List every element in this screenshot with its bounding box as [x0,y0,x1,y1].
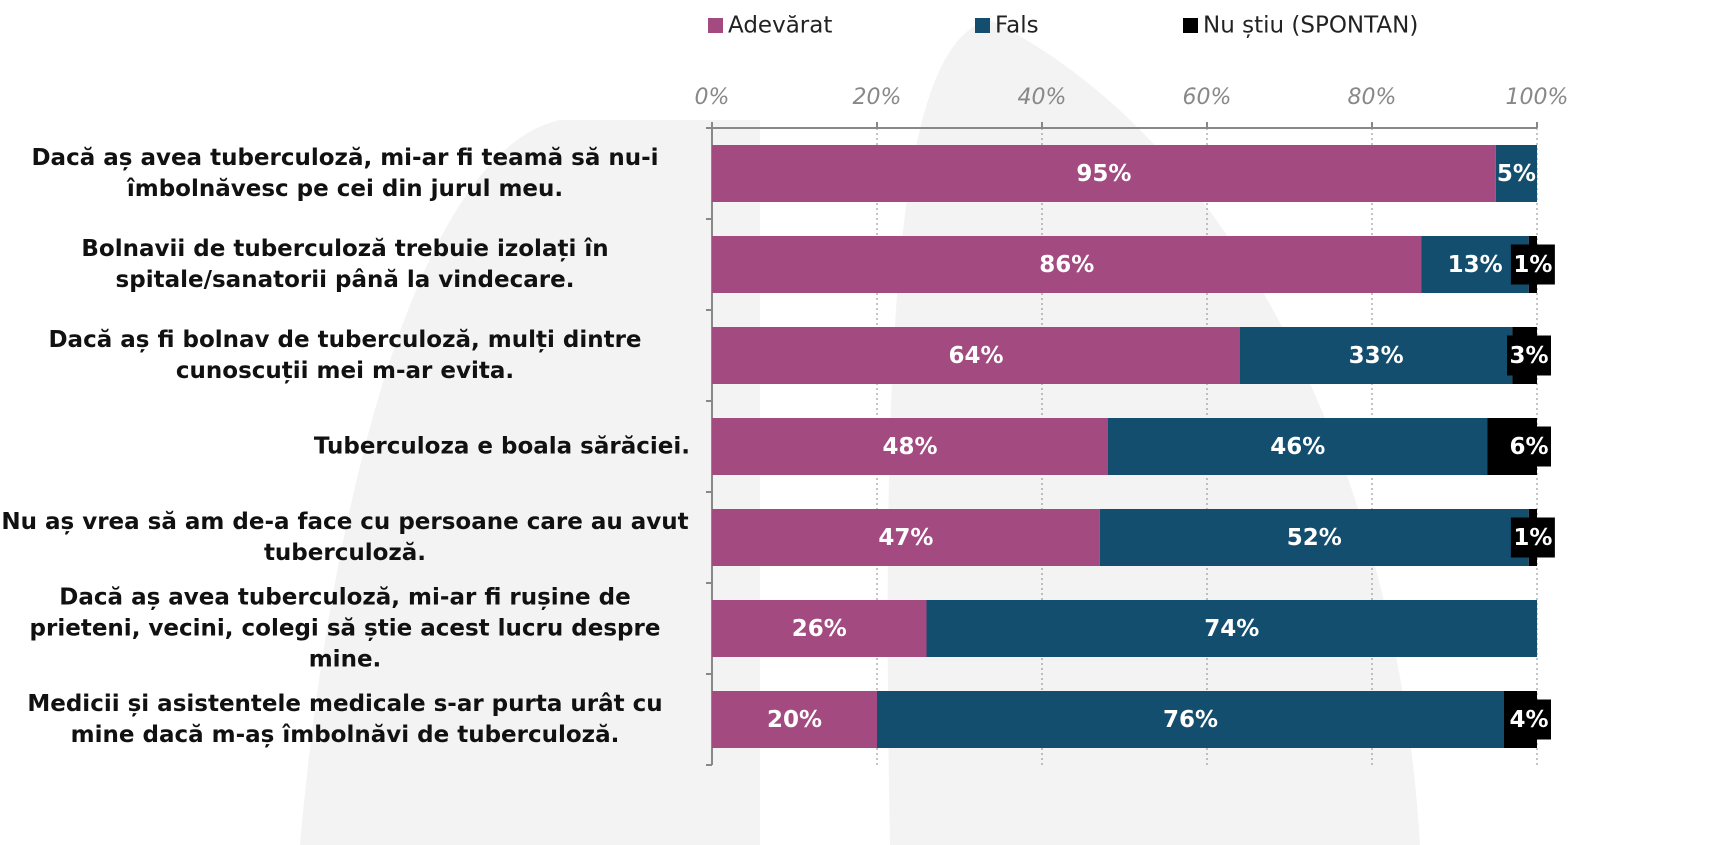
category-label: Nu aș vrea să am de-a face cu persoane c… [0,507,690,569]
value-label: 52% [1287,525,1342,551]
x-tick-label: 80% [1348,85,1397,110]
value-label: 26% [792,616,847,642]
value-label: 13% [1448,252,1503,278]
x-tick-label: 0% [695,85,730,110]
value-label: 1% [1513,252,1552,278]
value-label: 46% [1270,434,1325,460]
category-label: Dacă aș avea tuberculoză, mi-ar fi rușin… [0,582,690,675]
legend-label: Nu știu (SPONTAN) [1203,13,1418,39]
category-label: Bolnavii de tuberculoză trebuie izolați … [0,234,690,296]
value-label: 74% [1204,616,1259,642]
x-tick-label: 100% [1506,85,1569,110]
value-label: 33% [1349,343,1404,369]
category-label: Dacă aș avea tuberculoză, mi-ar fi teamă… [0,143,690,205]
value-label: 5% [1497,161,1536,187]
category-label: Medicii și asistentele medicale s-ar pur… [0,689,690,751]
value-label: 1% [1513,525,1552,551]
value-label: 95% [1076,161,1131,187]
legend-swatch [975,18,990,33]
value-label: 64% [948,343,1003,369]
value-label: 4% [1509,707,1548,733]
page: 0% 20% 40% 60% 80% 100% Adevărat Fals Nu știu (S… [0,0,1731,845]
legend-swatch [1183,18,1198,33]
value-label: 76% [1163,707,1218,733]
value-label: 47% [878,525,933,551]
x-tick-label: 40% [1018,85,1067,110]
category-label: Dacă aș fi bolnav de tuberculoză, mulți … [0,325,690,387]
value-label: 86% [1039,252,1094,278]
category-label: Tuberculoza e boala sărăciei. [314,431,690,462]
legend-swatch [708,18,723,33]
value-label: 6% [1509,434,1548,460]
legend-label: Fals [995,13,1039,39]
value-label: 3% [1509,343,1548,369]
legend-label: Adevărat [728,13,832,39]
x-tick-label: 20% [853,85,902,110]
x-tick-label: 60% [1183,85,1232,110]
value-label: 20% [767,707,822,733]
value-label: 48% [882,434,937,460]
